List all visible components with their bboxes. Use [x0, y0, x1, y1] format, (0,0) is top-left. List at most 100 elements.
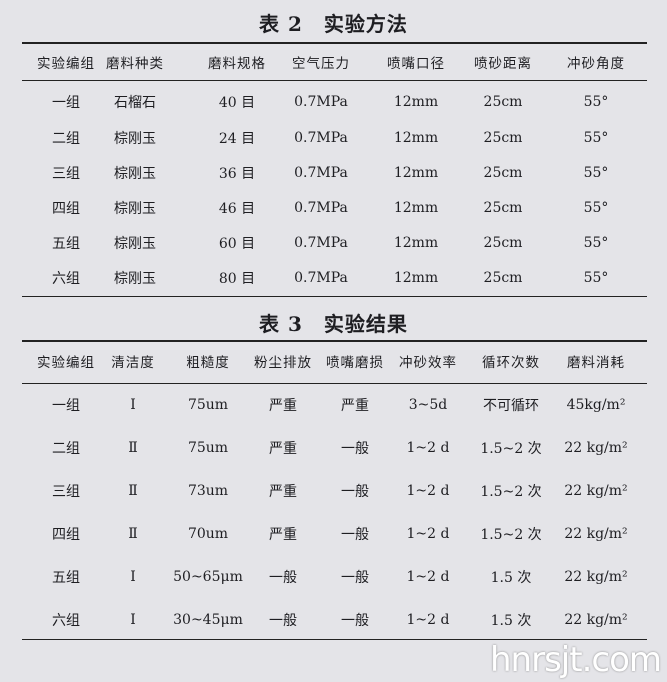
table-cell: 四组 [52, 201, 80, 217]
table3-title: 表 3 实验结果 [259, 312, 408, 336]
table2-header-rule [22, 80, 647, 81]
column-header: 空气压力 [292, 56, 350, 72]
table-cell: 1~2 d [406, 483, 450, 499]
column-header: 喷嘴磨损 [326, 355, 384, 371]
table-cell: 25cm [483, 200, 523, 216]
table-cell: 六组 [52, 613, 80, 629]
table-cell: 1~2 d [406, 440, 450, 456]
table-cell: 1~2 d [406, 569, 450, 585]
table-cell: Ⅱ [128, 440, 138, 456]
table3-bottom-rule [22, 639, 647, 640]
table-cell: 1~2 d [406, 526, 450, 542]
table-cell: 严重 [269, 398, 297, 414]
table-cell: 24 目 [218, 131, 256, 147]
table-cell: 45kg/m² [566, 397, 626, 413]
table-cell: 55° [583, 130, 609, 146]
table-cell: 棕刚玉 [114, 166, 156, 182]
table-cell: 75um [187, 397, 229, 413]
table-cell: 一般 [341, 484, 369, 500]
table-cell: 25cm [483, 94, 523, 110]
table-cell: 五组 [52, 236, 80, 252]
table-cell: 棕刚玉 [114, 236, 156, 252]
table-cell: Ⅱ [128, 483, 138, 499]
table-cell: 一般 [341, 613, 369, 629]
table2-top-rule [22, 42, 647, 44]
table-cell: 一般 [341, 441, 369, 457]
table-cell: 1.5 次 [490, 570, 532, 586]
column-header: 清洁度 [111, 355, 155, 371]
table3-header-rule [22, 383, 647, 384]
table-cell: 25cm [483, 270, 523, 286]
table-cell: 36 目 [218, 166, 256, 182]
table-cell: 46 目 [218, 201, 256, 217]
table-cell: 三组 [52, 166, 80, 182]
table-cell: 0.7MPa [294, 94, 348, 110]
table-cell: 55° [583, 270, 609, 286]
table-cell: 25cm [483, 165, 523, 181]
table-cell: 严重 [269, 484, 297, 500]
table-cell: 1.5~2 次 [480, 484, 542, 500]
table-cell: 一般 [269, 613, 297, 629]
column-header: 磨料消耗 [567, 355, 625, 371]
table-cell: 55° [583, 200, 609, 216]
table-cell: 3~5d [408, 397, 448, 413]
table-cell: 三组 [52, 484, 80, 500]
table-cell: 五组 [52, 570, 80, 586]
column-header: 粉尘排放 [254, 355, 312, 371]
table-cell: 22 kg/m² [564, 440, 628, 456]
table-cell: 22 kg/m² [564, 569, 628, 585]
table-cell: 1.5 次 [490, 613, 532, 629]
table-cell: 四组 [52, 527, 80, 543]
table-cell: 严重 [341, 398, 369, 414]
table-cell: 0.7MPa [294, 165, 348, 181]
table-cell: 一般 [341, 527, 369, 543]
table-cell: 一组 [52, 95, 80, 111]
table2-title: 表 2 实验方法 [259, 12, 408, 36]
table-cell: 22 kg/m² [564, 526, 628, 542]
table-cell: 二组 [52, 131, 80, 147]
column-header: 粗糙度 [186, 355, 230, 371]
column-header: 磨料规格 [208, 56, 266, 72]
table2-bottom-rule [22, 296, 647, 297]
table-cell: 0.7MPa [294, 235, 348, 251]
column-header: 冲砂角度 [567, 56, 625, 72]
table-cell: 12mm [393, 130, 439, 146]
table-cell: 二组 [52, 441, 80, 457]
table-cell: 60 目 [218, 236, 256, 252]
table-cell: 22 kg/m² [564, 483, 628, 499]
table-cell: 严重 [269, 527, 297, 543]
table-cell: 25cm [483, 130, 523, 146]
table-cell: 棕刚玉 [114, 271, 156, 287]
table-cell: 30~45μm [173, 612, 243, 628]
table-cell: 55° [583, 94, 609, 110]
table-cell: 12mm [393, 94, 439, 110]
table-cell: 25cm [483, 235, 523, 251]
table-cell: 不可循环 [483, 398, 539, 414]
table-cell: 1.5~2 次 [480, 527, 542, 543]
table-cell: 棕刚玉 [114, 131, 156, 147]
table-cell: 1.5~2 次 [480, 441, 542, 457]
table-cell: 75um [187, 440, 229, 456]
table-cell: 一般 [341, 570, 369, 586]
column-header: 喷砂距离 [474, 56, 532, 72]
column-header: 实验编组 [37, 355, 95, 371]
table-cell: 六组 [52, 271, 80, 287]
table-cell: 12mm [393, 200, 439, 216]
table-cell: 一组 [52, 398, 80, 414]
table-cell: 22 kg/m² [564, 612, 628, 628]
column-header: 循环次数 [482, 355, 540, 371]
table-cell: 一般 [269, 570, 297, 586]
table-cell: 55° [583, 235, 609, 251]
table-cell: 12mm [393, 235, 439, 251]
table-cell: Ⅱ [128, 526, 138, 542]
table-cell: 80 目 [218, 271, 256, 287]
table-cell: 1~2 d [406, 612, 450, 628]
table-cell: 严重 [269, 441, 297, 457]
table-cell: 石榴石 [114, 95, 156, 111]
table-cell: 0.7MPa [294, 270, 348, 286]
table-cell: 70um [187, 526, 229, 542]
table-cell: 12mm [393, 270, 439, 286]
table-cell: Ⅰ [130, 397, 136, 413]
table-cell: 0.7MPa [294, 200, 348, 216]
